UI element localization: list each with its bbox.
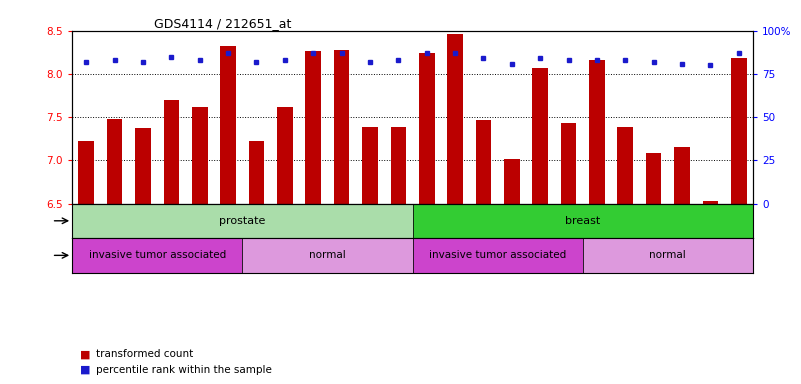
Bar [242, 238, 413, 273]
Bar [248, 141, 264, 204]
Bar [135, 128, 151, 204]
Bar [391, 127, 406, 204]
Text: transformed count: transformed count [96, 349, 193, 359]
Text: invasive tumor associated: invasive tumor associated [429, 250, 566, 260]
Bar [334, 50, 349, 204]
Bar [413, 238, 582, 273]
Text: normal: normal [650, 250, 686, 260]
Bar [72, 238, 242, 273]
Text: normal: normal [309, 250, 346, 260]
Bar [305, 51, 321, 204]
Text: GDS4114 / 212651_at: GDS4114 / 212651_at [154, 17, 292, 30]
Text: invasive tumor associated: invasive tumor associated [89, 250, 226, 260]
Bar [674, 147, 690, 204]
Text: percentile rank within the sample: percentile rank within the sample [96, 365, 272, 375]
Bar [731, 58, 747, 204]
Bar [78, 141, 94, 204]
Bar [220, 46, 236, 204]
Bar [419, 53, 434, 204]
Text: prostate: prostate [219, 216, 265, 226]
Bar [702, 201, 718, 204]
Bar [561, 123, 577, 204]
Bar [504, 159, 520, 204]
Bar [476, 120, 491, 204]
Bar [72, 204, 413, 238]
Bar [362, 127, 378, 204]
Text: ■: ■ [80, 365, 91, 375]
Bar [107, 119, 123, 204]
Text: ■: ■ [80, 349, 91, 359]
Bar [163, 100, 179, 204]
Bar [589, 60, 605, 204]
Bar [533, 68, 548, 204]
Bar [618, 127, 633, 204]
Bar [582, 238, 753, 273]
Bar [646, 153, 662, 204]
Text: breast: breast [565, 216, 601, 226]
Bar [277, 107, 292, 204]
Bar [447, 34, 463, 204]
Bar [192, 107, 207, 204]
Bar [413, 204, 753, 238]
